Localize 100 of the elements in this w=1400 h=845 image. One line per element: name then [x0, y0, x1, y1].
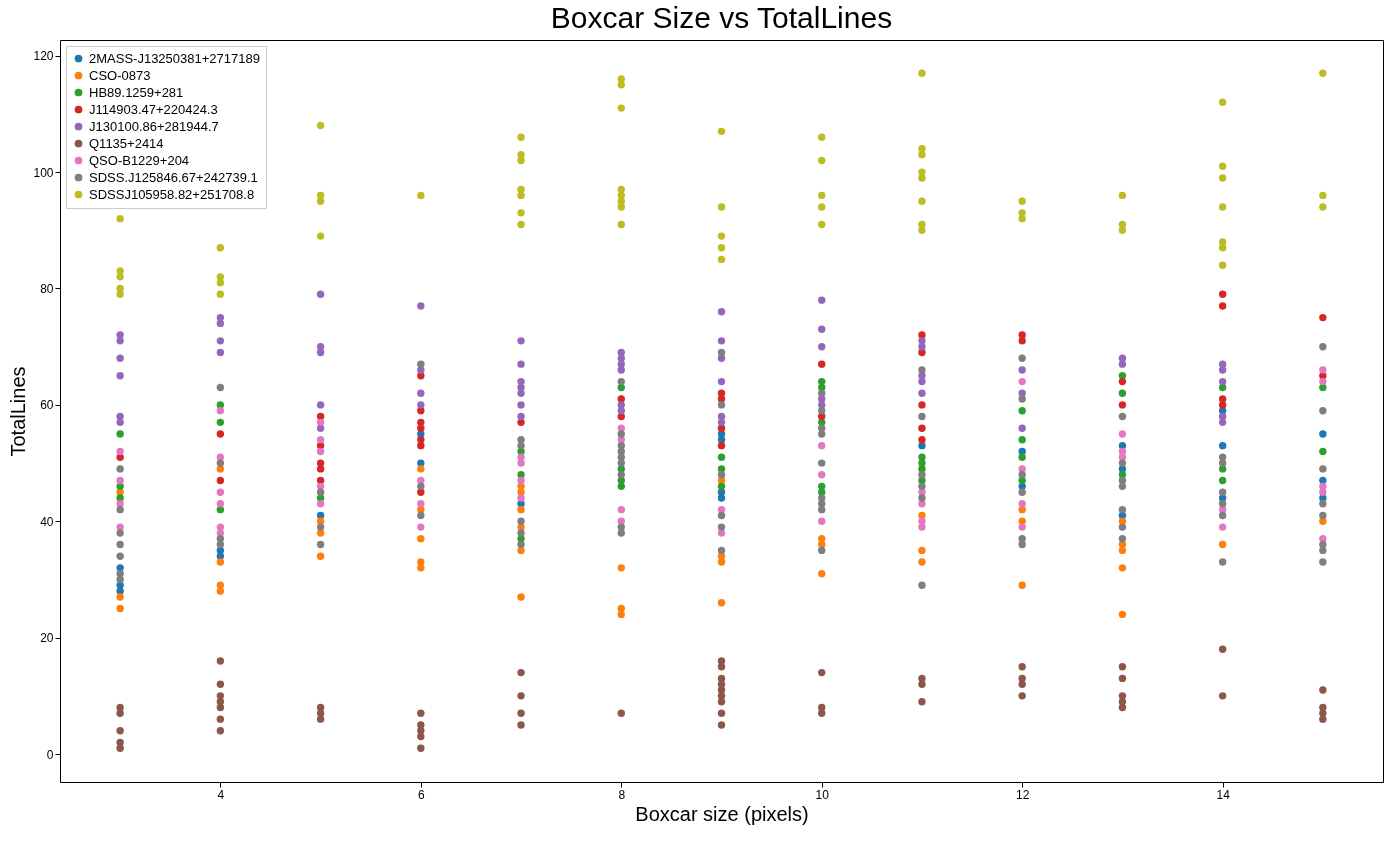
point: [316, 482, 325, 491]
point: [1218, 377, 1227, 386]
point: [216, 680, 225, 688]
point: [517, 412, 525, 421]
x-tick-label: 12: [1016, 787, 1030, 802]
point: [717, 558, 726, 566]
point: [1018, 366, 1026, 374]
point: [1018, 692, 1026, 700]
y-tick-label: 40: [40, 514, 54, 529]
point: [717, 721, 726, 729]
point: [1319, 488, 1327, 496]
point: [717, 482, 726, 491]
point: [1319, 703, 1327, 712]
point: [1018, 581, 1026, 589]
point: [316, 709, 325, 718]
point: [617, 709, 625, 718]
point: [316, 500, 325, 508]
point: [717, 418, 726, 427]
point: [517, 453, 525, 461]
y-tick-label: 80: [40, 282, 54, 296]
point: [316, 401, 325, 409]
point: [818, 517, 826, 525]
point: [517, 389, 525, 397]
point: [316, 436, 325, 444]
point: [216, 430, 225, 438]
point: [818, 383, 826, 392]
point: [316, 418, 325, 427]
point: [1018, 517, 1026, 525]
point: [1218, 366, 1227, 374]
point: [417, 476, 425, 485]
point: [116, 703, 124, 712]
point: [818, 703, 826, 712]
point: [918, 546, 926, 555]
point: [1319, 482, 1327, 491]
legend-label: Q1135+2414: [89, 135, 164, 151]
point: [216, 715, 225, 723]
point: [1018, 407, 1026, 415]
point: [417, 401, 425, 409]
x-tick-label: 8: [618, 787, 626, 802]
point: [617, 604, 625, 613]
point: [617, 366, 625, 374]
point: [1218, 540, 1227, 549]
point: [918, 348, 926, 357]
point: [1018, 476, 1026, 485]
point: [1218, 692, 1227, 700]
point: [1018, 674, 1026, 683]
point: [116, 354, 124, 363]
point: [1319, 476, 1327, 485]
y-tick-label: 120: [33, 49, 54, 64]
point: [818, 569, 826, 578]
point: [1218, 476, 1227, 485]
y-tick-label: 0: [46, 747, 54, 762]
point: [918, 558, 926, 566]
point: [1218, 412, 1227, 421]
point: [717, 697, 726, 706]
point: [316, 290, 325, 299]
point: [1218, 441, 1227, 450]
point: [116, 593, 124, 601]
point: [1218, 645, 1227, 654]
x-tick-label: 10: [815, 787, 830, 802]
point: [116, 447, 124, 456]
point: [1118, 430, 1127, 438]
point: [918, 511, 926, 520]
point: [417, 535, 425, 543]
point: [116, 337, 124, 345]
point: [918, 523, 926, 531]
point: [316, 552, 325, 560]
point: [216, 587, 225, 595]
point: [818, 668, 826, 677]
point: [216, 727, 225, 735]
point: [216, 505, 225, 514]
point: [417, 709, 425, 718]
point: [1118, 663, 1127, 671]
point: [1118, 564, 1127, 572]
x-tick-label: 14: [1216, 787, 1231, 802]
y-axis-title: TotalLines: [7, 366, 30, 457]
point: [1118, 546, 1127, 555]
point: [417, 523, 425, 531]
point: [1118, 610, 1127, 619]
point: [1018, 453, 1026, 461]
point: [617, 610, 625, 619]
point: [617, 505, 625, 514]
point: [517, 476, 525, 485]
point: [717, 599, 726, 607]
point: [918, 453, 926, 461]
chart-title: Boxcar Size vs TotalLines: [550, 1, 893, 34]
point: [818, 471, 826, 479]
point: [316, 348, 325, 357]
point: [717, 709, 726, 718]
point: [1018, 523, 1026, 531]
point: [517, 418, 525, 427]
point: [918, 401, 926, 409]
point: [818, 360, 826, 368]
point: [1018, 663, 1026, 671]
y-tick-label: 60: [40, 398, 54, 413]
point: [216, 488, 225, 496]
point: [517, 401, 525, 409]
point: [417, 744, 425, 752]
point: [517, 505, 525, 514]
point: [517, 692, 525, 700]
